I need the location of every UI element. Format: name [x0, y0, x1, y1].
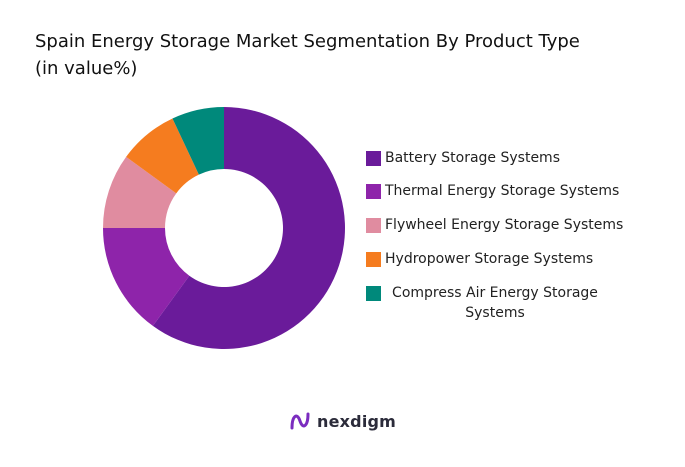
donut-slice-hydropower — [126, 118, 199, 194]
chart-title-line1: Spain Energy Storage Market Segmentation… — [35, 31, 580, 52]
legend-item-battery: Battery Storage Systems — [366, 148, 560, 168]
legend-item-flywheel: Flywheel Energy Storage Systems — [366, 215, 623, 235]
legend-swatch — [366, 218, 381, 233]
legend-item-compress-air: Compress Air Energy Storage Systems — [366, 283, 605, 323]
legend-label: Compress Air Energy Storage Systems — [392, 285, 598, 321]
legend-swatch — [366, 286, 381, 301]
donut-slice-compress-air — [172, 107, 224, 175]
brand-name: nexdigm — [317, 411, 397, 431]
chart-subtitle: (in value%) — [35, 58, 138, 79]
legend-label: Battery Storage Systems — [385, 150, 560, 166]
donut-slice-battery — [152, 107, 346, 350]
legend-label: Thermal Energy Storage Systems — [385, 183, 620, 199]
nexdigm-logo-icon — [290, 412, 310, 430]
donut-slice-flywheel — [103, 156, 177, 228]
legend-swatch — [366, 184, 381, 199]
legend-item-thermal: Thermal Energy Storage Systems — [366, 181, 619, 201]
legend-swatch — [366, 252, 381, 267]
chart-title: Spain Energy Storage Market Segmentation… — [35, 28, 580, 82]
brand-logo: nexdigm — [289, 408, 396, 434]
donut-slice-thermal — [103, 228, 190, 326]
legend-swatch — [366, 151, 381, 166]
legend-label: Hydropower Storage Systems — [385, 251, 594, 267]
legend-label: Flywheel Energy Storage Systems — [385, 217, 624, 233]
legend-item-hydropower: Hydropower Storage Systems — [366, 249, 593, 269]
